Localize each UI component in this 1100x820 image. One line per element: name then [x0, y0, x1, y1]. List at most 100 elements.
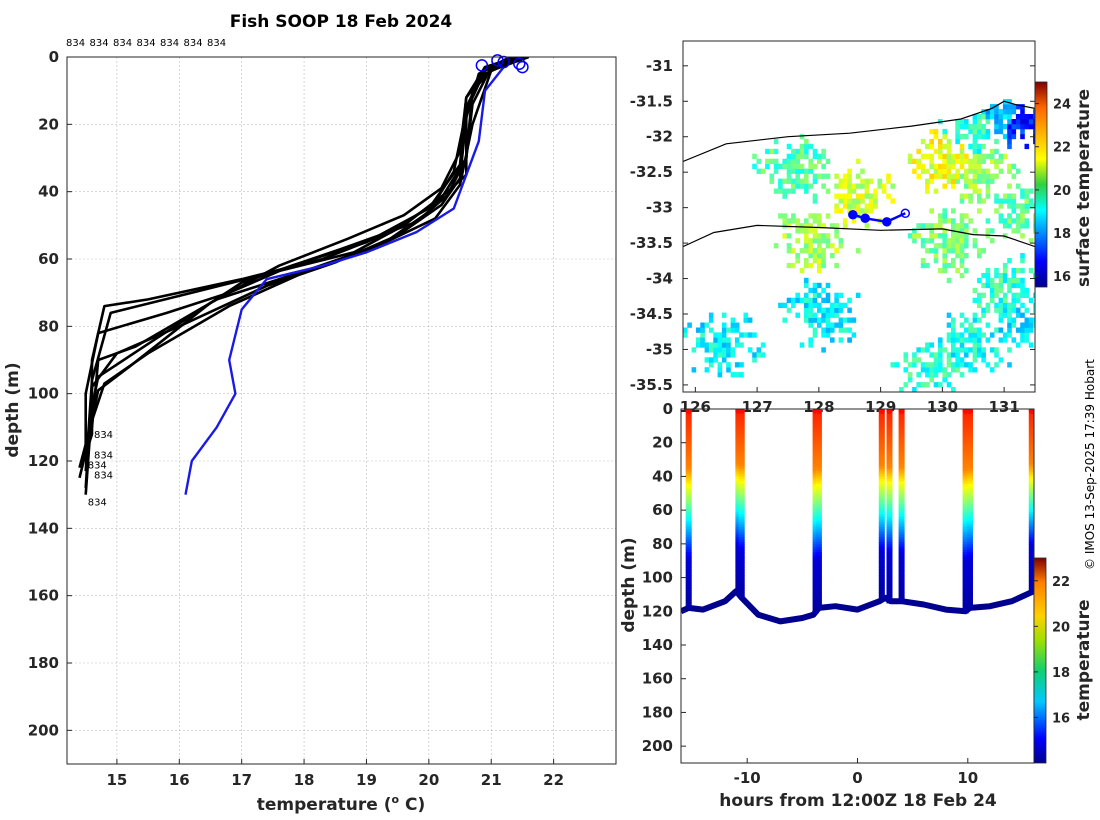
- sst-cell: [799, 183, 805, 189]
- sst-cell: [791, 163, 796, 169]
- map-y-tick-label: -34.5: [630, 305, 673, 323]
- sst-cell: [1011, 277, 1017, 284]
- section-cast-sample: [962, 466, 969, 470]
- section-cast-sample: [967, 504, 973, 508]
- sst-cell: [786, 262, 792, 269]
- section-cast-sample: [967, 461, 973, 465]
- section-cast-sample: [898, 554, 905, 558]
- sst-cell: [920, 382, 926, 388]
- sst-cell: [1007, 109, 1012, 115]
- map-y-ticks: -31-31.5-32-32.5-33-33.5-34-34.5-35-35.5: [630, 57, 1035, 394]
- sst-cell: [981, 133, 986, 140]
- sst-cell: [804, 228, 809, 234]
- section-cast-sample: [685, 473, 692, 477]
- sst-cell: [1011, 272, 1017, 279]
- section-cast-sample: [898, 430, 905, 434]
- sst-cell: [1007, 223, 1012, 229]
- section-cast-sample: [1028, 521, 1034, 525]
- sst-cell: [899, 387, 904, 392]
- sst-cell: [808, 307, 813, 313]
- section-cast-sample: [735, 456, 742, 460]
- sst-cell: [929, 128, 934, 135]
- sst-cell: [955, 158, 960, 164]
- section-cast-sample: [967, 445, 973, 450]
- sst-cell: [985, 362, 991, 368]
- sst-cell: [808, 168, 813, 174]
- sst-cell: [1015, 119, 1021, 125]
- section-cast-sample: [967, 430, 973, 434]
- section-cast-sample: [812, 572, 819, 576]
- sst-cell: [812, 292, 818, 298]
- sst-cell: [804, 173, 809, 179]
- section-cast-sample: [898, 582, 905, 586]
- section-cast-sample: [878, 562, 885, 566]
- sst-cell: [951, 342, 956, 348]
- sst-cell: [985, 114, 991, 120]
- section-cast-sample: [886, 418, 893, 422]
- sst-cell: [1002, 272, 1008, 279]
- sst-cell: [981, 114, 986, 120]
- section-cast-sample: [967, 499, 973, 503]
- sst-cell: [981, 178, 986, 184]
- sst-cell: [864, 223, 870, 229]
- sst-cell: [972, 317, 978, 323]
- sst-cell: [985, 173, 991, 179]
- section-cast-sample: [1028, 438, 1034, 442]
- sst-cell: [717, 332, 723, 338]
- section-cast-sample: [962, 521, 969, 525]
- sst-cell: [989, 347, 995, 353]
- sst-cell: [925, 143, 930, 150]
- section-cast-sample: [738, 463, 745, 467]
- sst-cell: [959, 342, 965, 348]
- sst-cell: [1002, 302, 1008, 308]
- section-y-tick-label: 60: [652, 501, 673, 519]
- sst-cell: [1033, 292, 1035, 298]
- sst-cell: [1002, 153, 1008, 159]
- section-x-label: hours from 12:00Z 18 Feb 24: [719, 791, 997, 811]
- sst-cell: [929, 163, 934, 169]
- section-cast-sample: [962, 473, 969, 477]
- section-cast-sample: [886, 585, 893, 589]
- section-cast-sample: [815, 415, 822, 419]
- section-cast-sample: [738, 440, 745, 445]
- section-cast-sample: [738, 466, 745, 470]
- profile-x-tick-label: 19: [356, 771, 377, 789]
- sst-cell: [708, 347, 714, 353]
- sst-cell: [804, 183, 809, 189]
- sst-cell: [938, 218, 943, 224]
- sst-cell: [1033, 109, 1035, 115]
- section-cast-sample: [878, 592, 885, 596]
- section-cast-sample: [1028, 562, 1034, 566]
- profile-line-mean-profile: [184, 66, 505, 495]
- sst-cell: [985, 272, 991, 279]
- section-cast-sample: [962, 423, 969, 427]
- sst-cell: [795, 297, 800, 303]
- ship-track-line: [852, 212, 906, 224]
- sst-cell: [1002, 193, 1008, 199]
- sst-cell: [842, 302, 848, 308]
- sst-cell: [864, 178, 870, 184]
- section-cast-sample: [685, 425, 692, 429]
- sst-cell: [808, 302, 813, 308]
- section-cast-sample: [962, 476, 969, 480]
- sst-cell: [696, 327, 701, 333]
- section-cast-sample: [886, 509, 893, 513]
- section-cast-sample: [1028, 488, 1034, 493]
- sst-cell: [929, 372, 934, 378]
- section-cast-sample: [738, 539, 745, 543]
- sst-cell: [860, 198, 865, 204]
- cast-top-label: 834: [207, 38, 226, 49]
- sst-cell: [920, 163, 926, 169]
- section-cast-sample: [685, 605, 692, 609]
- section-cast-sample: [735, 582, 742, 586]
- section-cast-sample: [815, 486, 822, 490]
- section-cast-sample: [878, 461, 885, 465]
- sst-cell: [959, 198, 965, 204]
- sst-cell: [1020, 193, 1025, 199]
- sst-cell: [799, 148, 805, 155]
- sst-cell: [834, 248, 839, 254]
- sst-cell: [916, 357, 921, 363]
- sst-cell: [734, 322, 740, 328]
- sst-cell: [1015, 213, 1021, 219]
- section-cast-top-point: [878, 409, 885, 414]
